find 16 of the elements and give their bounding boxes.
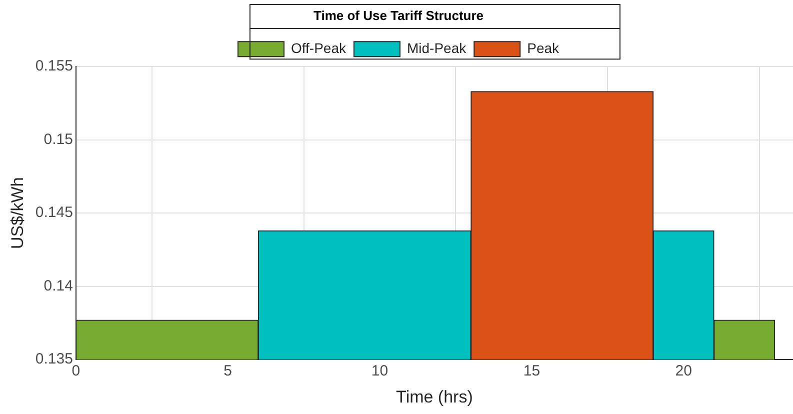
y-axis-title: US$/kWh bbox=[8, 177, 27, 249]
y-tick-label: 0.155 bbox=[35, 58, 73, 75]
y-tick-label: 0.145 bbox=[35, 204, 73, 222]
x-tick-label: 20 bbox=[675, 362, 692, 380]
legend-label: Mid-Peak bbox=[406, 40, 468, 56]
x-tick-label: 10 bbox=[371, 362, 388, 380]
legend-label: Peak bbox=[527, 40, 560, 56]
y-tick-label: 0.135 bbox=[35, 350, 73, 368]
x-tick-label: 5 bbox=[224, 362, 232, 380]
x-tick-label: 0 bbox=[72, 362, 80, 380]
y-tick-label: 0.14 bbox=[44, 277, 73, 294]
x-tick-label: 15 bbox=[523, 362, 540, 380]
legend-label: Off-Peak bbox=[290, 40, 347, 56]
y-tick-label: 0.15 bbox=[44, 130, 73, 148]
legend-title: Time of Use Tariff Structure bbox=[314, 8, 484, 24]
x-axis-title: Time (hrs) bbox=[396, 387, 473, 406]
